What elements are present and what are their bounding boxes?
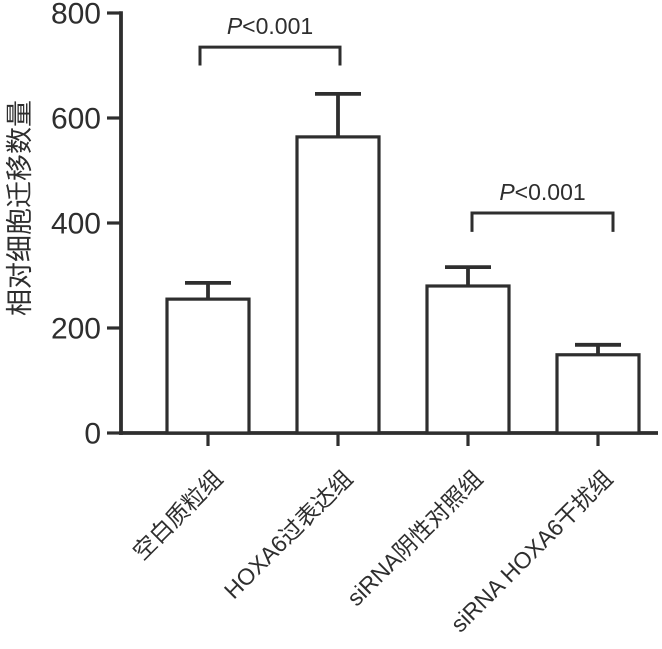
significance-label-p: P xyxy=(499,179,515,205)
y-tick-label: 800 xyxy=(51,0,101,31)
significance-bracket xyxy=(198,45,342,66)
x-category-label: siRNA阴性对照组 xyxy=(342,465,488,611)
significance-label: P<0.001 xyxy=(227,13,313,39)
significance-label: P<0.001 xyxy=(499,179,585,205)
bar xyxy=(165,297,251,435)
bar xyxy=(295,135,381,435)
significance-label-p: P xyxy=(227,13,243,39)
x-category-label: HOXA6过表达组 xyxy=(219,465,358,604)
significance-label-value: <0.001 xyxy=(515,179,586,205)
y-tick-label: 0 xyxy=(84,418,101,451)
y-tick-label: 600 xyxy=(51,103,101,136)
significance-bracket xyxy=(470,211,615,232)
y-tick-label: 200 xyxy=(51,313,101,346)
bar xyxy=(425,284,511,435)
y-tick-label: 400 xyxy=(51,208,101,241)
y-axis-title: 相对细胞迁移数量 xyxy=(5,100,35,316)
significance-label-value: <0.001 xyxy=(242,13,313,39)
bar xyxy=(555,353,641,435)
plot-area: 0200400600800空白质粒组HOXA6过表达组siRNA阴性对照组siR… xyxy=(51,0,658,637)
x-category-label: 空白质粒组 xyxy=(128,465,228,565)
